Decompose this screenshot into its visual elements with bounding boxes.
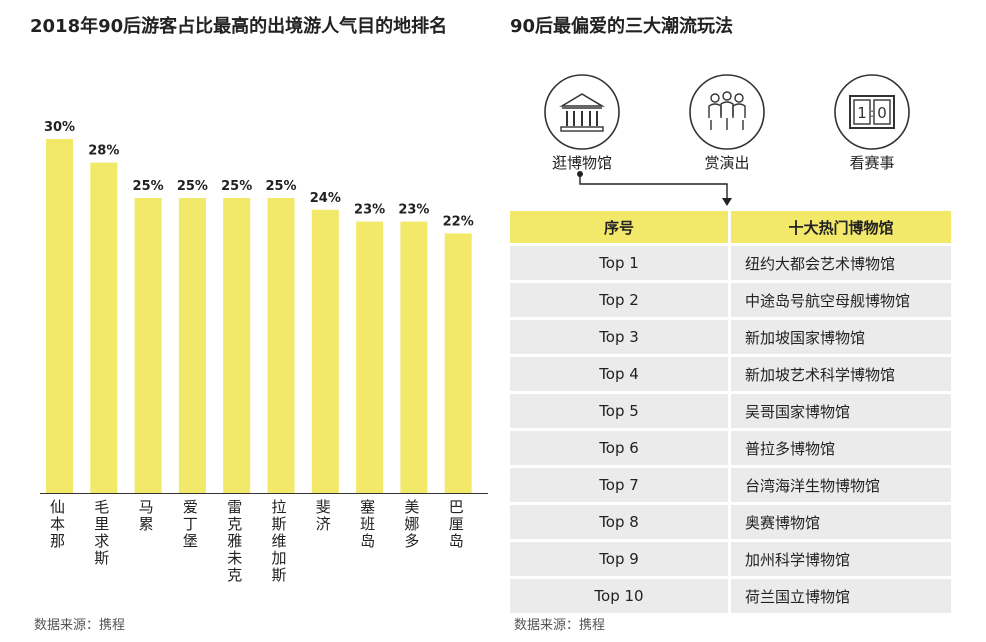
scoreboard-icon: 1 : 0: [834, 74, 910, 150]
bar: [311, 209, 339, 494]
header-museum: 十大热门博物馆: [728, 211, 951, 243]
museum-cell: 加州科学博物馆: [728, 542, 951, 576]
data-label: 30%: [44, 120, 75, 135]
museum-cell: 纽约大都会艺术博物馆: [728, 246, 951, 280]
category-label: 拉斯维加斯: [271, 498, 286, 584]
data-label: 25%: [221, 179, 252, 194]
category-label: 雷克雅未克: [227, 498, 242, 584]
bar: [223, 198, 251, 493]
category-label: 斐济: [316, 498, 331, 533]
bar: [134, 198, 162, 493]
bar: [444, 233, 472, 493]
play-label-sports: 看赛事: [849, 154, 895, 172]
plays-title: 90后最偏爱的三大潮流玩法: [510, 16, 734, 37]
table-row: Top 9 加州科学博物馆: [510, 542, 951, 576]
table-row: Top 2 中途岛号航空母舰博物馆: [510, 283, 951, 317]
category-label: 仙本那: [50, 498, 65, 550]
category-label: 马累: [139, 498, 154, 533]
chart-source: 数据来源：携程: [34, 618, 126, 633]
category-label: 毛里求斯: [94, 498, 109, 567]
category-label: 美娜多: [404, 498, 419, 550]
play-label-performance: 赏演出: [704, 154, 750, 172]
data-label: 22%: [443, 214, 474, 229]
chart-title: 2018年90后游客占比最高的出境游人气目的地排名: [30, 16, 448, 37]
museum-cell: 台湾海洋生物博物馆: [728, 468, 951, 502]
data-label: 23%: [398, 203, 429, 218]
category-label: 爱丁堡: [183, 498, 198, 550]
museum-cell: 奥赛博物馆: [728, 505, 951, 539]
data-label: 24%: [310, 191, 341, 206]
header-rank: 序号: [510, 211, 728, 243]
table-row: Top 6 普拉多博物馆: [510, 431, 951, 465]
rank-cell: Top 6: [510, 431, 728, 465]
table-row: Top 3 新加坡国家博物馆: [510, 320, 951, 354]
svg-text::: :: [870, 106, 874, 120]
rank-cell: Top 4: [510, 357, 728, 391]
museum-cell: 吴哥国家博物馆: [728, 394, 951, 428]
score-left: 1: [857, 104, 867, 122]
museum-cell: 新加坡国家博物馆: [728, 320, 951, 354]
table-row: Top 8 奥赛博物馆: [510, 505, 951, 539]
bar: [356, 221, 384, 493]
rank-cell: Top 10: [510, 579, 728, 613]
rank-cell: Top 7: [510, 468, 728, 502]
bar-chart: 30% 仙本那 28% 毛里求斯 25% 马累 25% 爱丁堡 25% 雷克雅未克 25% 拉斯维加斯…: [40, 120, 488, 584]
score-right: 0: [877, 104, 887, 122]
data-label: 25%: [133, 179, 164, 194]
bar: [178, 198, 206, 493]
bar: [90, 162, 118, 493]
bar: [46, 139, 73, 493]
data-label: 28%: [88, 144, 119, 159]
table-header-row: 序号 十大热门博物馆: [510, 211, 951, 243]
table-row: Top 7 台湾海洋生物博物馆: [510, 468, 951, 502]
rank-cell: Top 2: [510, 283, 728, 317]
museum-cell: 新加坡艺术科学博物馆: [728, 357, 951, 391]
bar: [267, 198, 295, 493]
table-row: Top 10 荷兰国立博物馆: [510, 579, 951, 613]
rank-cell: Top 5: [510, 394, 728, 428]
bar: [400, 221, 428, 493]
rank-cell: Top 8: [510, 505, 728, 539]
table-row: Top 5 吴哥国家博物馆: [510, 394, 951, 428]
museum-cell: 普拉多博物馆: [728, 431, 951, 465]
data-label: 25%: [265, 179, 296, 194]
category-label: 巴厘岛: [449, 498, 464, 550]
category-label: 塞班岛: [360, 498, 375, 550]
data-label: 25%: [177, 179, 208, 194]
rank-cell: Top 9: [510, 542, 728, 576]
museum-table: 序号 十大热门博物馆 Top 1 纽约大都会艺术博物馆 Top 2 中途岛号航空母舰…: [510, 208, 951, 616]
museum-icon: [544, 74, 620, 150]
rank-cell: Top 3: [510, 320, 728, 354]
data-label: 23%: [354, 203, 385, 218]
audience-icon: [689, 74, 765, 150]
play-label-museum: 逛博物馆: [551, 154, 612, 172]
museum-cell: 中途岛号航空母舰博物馆: [728, 283, 951, 317]
table-row: Top 1 纽约大都会艺术博物馆: [510, 246, 951, 280]
rank-cell: Top 1: [510, 246, 728, 280]
table-row: Top 4 新加坡艺术科学博物馆: [510, 357, 951, 391]
table-source: 数据来源：携程: [514, 618, 606, 633]
museum-cell: 荷兰国立博物馆: [728, 579, 951, 613]
